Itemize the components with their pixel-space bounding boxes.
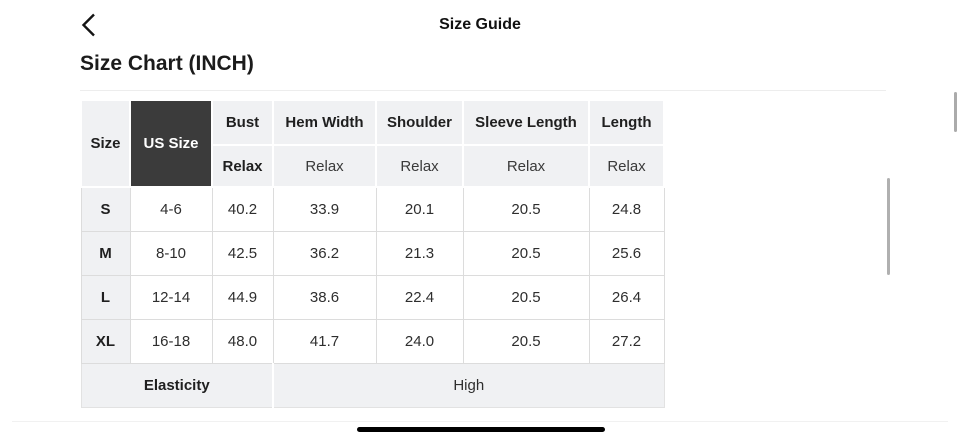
- col-header-length: Length: [588, 99, 665, 146]
- chevron-left-icon: [79, 12, 99, 38]
- us-size-value: 12-14: [129, 274, 213, 320]
- shoulder-value: 21.3: [375, 230, 464, 276]
- fit-cell: Relax: [462, 144, 590, 188]
- elasticity-row: Elasticity High: [80, 362, 665, 408]
- col-header-size: Size: [80, 99, 131, 188]
- bust-value: 44.9: [211, 274, 274, 320]
- fit-cell: Relax: [375, 144, 464, 188]
- section-heading: Size Chart (INCH): [80, 52, 254, 75]
- bust-value: 48.0: [211, 318, 274, 364]
- length-value: 27.2: [588, 318, 665, 364]
- size-label: L: [80, 274, 131, 320]
- page-title: Size Guide: [439, 16, 521, 33]
- length-value: 26.4: [588, 274, 665, 320]
- back-button[interactable]: [79, 11, 107, 39]
- header-row-measures: Size US Size Bust Hem Width Shoulder Sle…: [80, 99, 665, 188]
- hem-width-value: 33.9: [272, 186, 377, 232]
- fit-cell: Relax: [588, 144, 665, 188]
- hem-width-value: 36.2: [272, 230, 377, 276]
- col-header-bust: Bust: [211, 99, 274, 146]
- size-label: M: [80, 230, 131, 276]
- col-header-shoulder: Shoulder: [375, 99, 464, 146]
- shoulder-value: 22.4: [375, 274, 464, 320]
- fit-cell: Relax: [211, 144, 274, 188]
- header-row-fit: Relax Relax Relax Relax Relax: [81, 144, 665, 188]
- table-row-xl: XL 16-18 48.0 41.7 24.0 20.5 27.2: [80, 318, 665, 364]
- hem-width-value: 38.6: [272, 274, 377, 320]
- us-size-value: 4-6: [129, 186, 213, 232]
- shoulder-value: 20.1: [375, 186, 464, 232]
- sleeve-length-value: 20.5: [462, 274, 590, 320]
- length-value: 24.8: [588, 186, 665, 232]
- shoulder-value: 24.0: [375, 318, 464, 364]
- size-label: XL: [80, 318, 131, 364]
- page-scrollbar-thumb[interactable]: [954, 92, 957, 132]
- us-size-value: 8-10: [129, 230, 213, 276]
- sleeve-length-value: 20.5: [462, 230, 590, 276]
- col-header-sleeve-length: Sleeve Length: [462, 99, 590, 146]
- size-chart-table: Size US Size Bust Hem Width Shoulder Sle…: [80, 99, 665, 408]
- table-row-m: M 8-10 42.5 36.2 21.3 20.5 25.6: [80, 230, 665, 276]
- elasticity-value: High: [272, 362, 665, 408]
- sleeve-length-value: 20.5: [462, 318, 590, 364]
- table-row-l: L 12-14 44.9 38.6 22.4 20.5 26.4: [80, 274, 665, 320]
- bust-value: 40.2: [211, 186, 274, 232]
- fit-cell: Relax: [272, 144, 377, 188]
- size-label: S: [80, 186, 131, 232]
- col-header-us-size: US Size: [129, 99, 213, 188]
- col-header-hem-width: Hem Width: [272, 99, 377, 146]
- us-size-value: 16-18: [129, 318, 213, 364]
- bottom-divider: [12, 421, 948, 422]
- length-value: 25.6: [588, 230, 665, 276]
- sleeve-length-value: 20.5: [462, 186, 590, 232]
- home-indicator-handle[interactable]: [357, 427, 605, 432]
- table-row-s: S 4-6 40.2 33.9 20.1 20.5 24.8: [80, 186, 665, 232]
- heading-divider: [80, 90, 886, 91]
- elasticity-label: Elasticity: [80, 362, 274, 408]
- size-chart-area: Size US Size Bust Hem Width Shoulder Sle…: [80, 99, 665, 408]
- hem-width-value: 41.7: [272, 318, 377, 364]
- table-scrollbar-thumb[interactable]: [887, 178, 890, 275]
- bust-value: 42.5: [211, 230, 274, 276]
